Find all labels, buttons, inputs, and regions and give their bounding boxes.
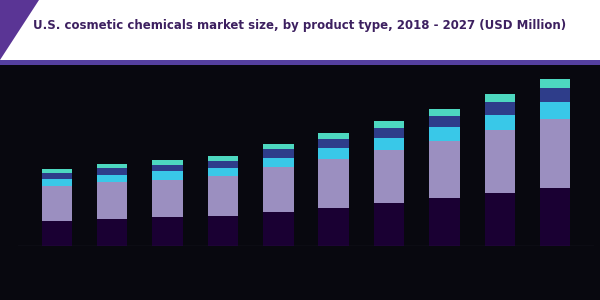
Bar	[374, 128, 404, 138]
Bar	[97, 182, 127, 219]
Bar	[429, 116, 460, 127]
Bar	[485, 102, 515, 115]
Bar	[208, 176, 238, 216]
Bar	[263, 212, 293, 246]
Text: U.S. cosmetic chemicals market size, by product type, 2018 - 2027 (USD Million): U.S. cosmetic chemicals market size, by …	[34, 19, 566, 32]
Bar	[429, 109, 460, 116]
Bar	[41, 173, 72, 179]
Bar	[152, 218, 183, 246]
Bar	[374, 150, 404, 203]
Bar	[152, 180, 183, 218]
Bar	[485, 193, 515, 246]
Bar	[263, 149, 293, 158]
Bar	[208, 168, 238, 176]
Bar	[152, 165, 183, 171]
Bar	[319, 208, 349, 246]
Bar	[208, 160, 238, 168]
Bar	[374, 203, 404, 246]
Bar	[97, 175, 127, 182]
Bar	[263, 144, 293, 149]
Bar	[540, 119, 571, 188]
Bar	[540, 188, 571, 246]
Bar	[41, 221, 72, 246]
Bar	[429, 128, 460, 141]
Bar	[374, 121, 404, 128]
Bar	[319, 133, 349, 139]
Bar	[429, 141, 460, 198]
Bar	[485, 115, 515, 130]
Bar	[152, 160, 183, 165]
Bar	[319, 159, 349, 208]
Bar	[540, 102, 571, 119]
Bar	[319, 148, 349, 159]
Bar	[97, 219, 127, 246]
Bar	[41, 179, 72, 186]
Bar	[374, 138, 404, 150]
Bar	[97, 164, 127, 168]
Bar	[540, 88, 571, 102]
Bar	[152, 171, 183, 180]
Bar	[485, 94, 515, 102]
Bar	[208, 156, 238, 161]
Bar	[540, 79, 571, 88]
Bar	[41, 169, 72, 173]
Bar	[429, 198, 460, 246]
Bar	[41, 186, 72, 221]
Bar	[97, 168, 127, 175]
Bar	[208, 216, 238, 246]
Bar	[485, 130, 515, 193]
Bar	[319, 139, 349, 148]
Bar	[263, 158, 293, 167]
Bar	[263, 167, 293, 212]
